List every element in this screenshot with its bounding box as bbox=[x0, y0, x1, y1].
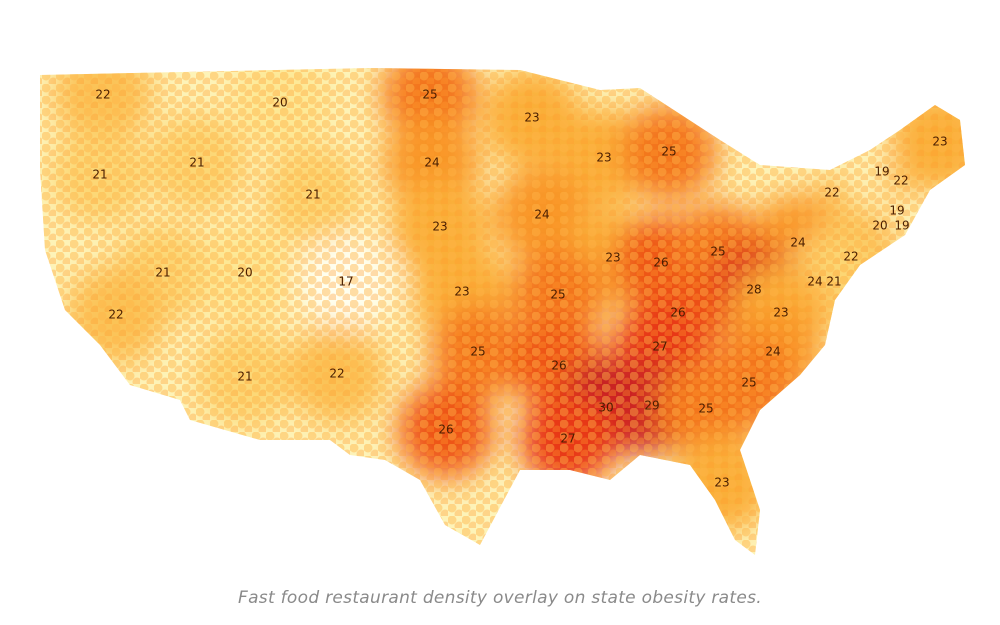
state-rate: 24 bbox=[790, 236, 805, 250]
state-rate: 25 bbox=[422, 88, 437, 102]
state-rate: 21 bbox=[305, 188, 320, 202]
state-rate: 19 bbox=[889, 204, 904, 218]
state-rate: 19 bbox=[894, 219, 909, 233]
state-rate: 23 bbox=[524, 111, 539, 125]
state-rate: 23 bbox=[714, 476, 729, 490]
state-rate: 22 bbox=[329, 367, 344, 381]
state-rate: 23 bbox=[454, 285, 469, 299]
state-rate: 25 bbox=[710, 245, 725, 259]
state-rate: 25 bbox=[741, 376, 756, 390]
state-rate: 26 bbox=[653, 256, 668, 270]
state-rate: 21 bbox=[826, 275, 841, 289]
state-rate: 21 bbox=[155, 266, 170, 280]
state-rate: 26 bbox=[438, 423, 453, 437]
state-rate: 27 bbox=[652, 340, 667, 354]
state-rate: 25 bbox=[698, 402, 713, 416]
state-rate: 20 bbox=[237, 266, 252, 280]
us-shape bbox=[40, 68, 965, 555]
state-rate: 27 bbox=[560, 432, 575, 446]
state-rate: 29 bbox=[644, 399, 659, 413]
state-rate: 26 bbox=[551, 359, 566, 373]
state-rate: 22 bbox=[95, 88, 110, 102]
state-rate: 30 bbox=[598, 401, 613, 415]
state-rate: 23 bbox=[432, 220, 447, 234]
state-rate: 19 bbox=[874, 165, 889, 179]
state-rate: 28 bbox=[746, 283, 761, 297]
state-rate: 20 bbox=[272, 96, 287, 110]
state-rate: 23 bbox=[596, 151, 611, 165]
state-rate: 22 bbox=[843, 250, 858, 264]
state-rate: 24 bbox=[765, 345, 780, 359]
state-rate: 23 bbox=[605, 251, 620, 265]
caption: Fast food restaurant density overlay on … bbox=[238, 588, 762, 608]
state-rate: 24 bbox=[534, 208, 549, 222]
state-rate: 17 bbox=[338, 275, 353, 289]
state-rate: 20 bbox=[872, 219, 887, 233]
state-rate: 22 bbox=[824, 186, 839, 200]
state-rate: 25 bbox=[550, 288, 565, 302]
state-rate: 22 bbox=[893, 174, 908, 188]
state-rate: 23 bbox=[932, 135, 947, 149]
state-rate: 24 bbox=[807, 275, 822, 289]
state-rate: 24 bbox=[424, 156, 439, 170]
state-rate: 21 bbox=[92, 168, 107, 182]
state-rate: 21 bbox=[189, 156, 204, 170]
state-rate: 22 bbox=[108, 308, 123, 322]
state-rate: 25 bbox=[661, 145, 676, 159]
state-rate: 21 bbox=[237, 370, 252, 384]
state-rate: 26 bbox=[670, 306, 685, 320]
state-rate: 23 bbox=[773, 306, 788, 320]
state-rate: 25 bbox=[470, 345, 485, 359]
